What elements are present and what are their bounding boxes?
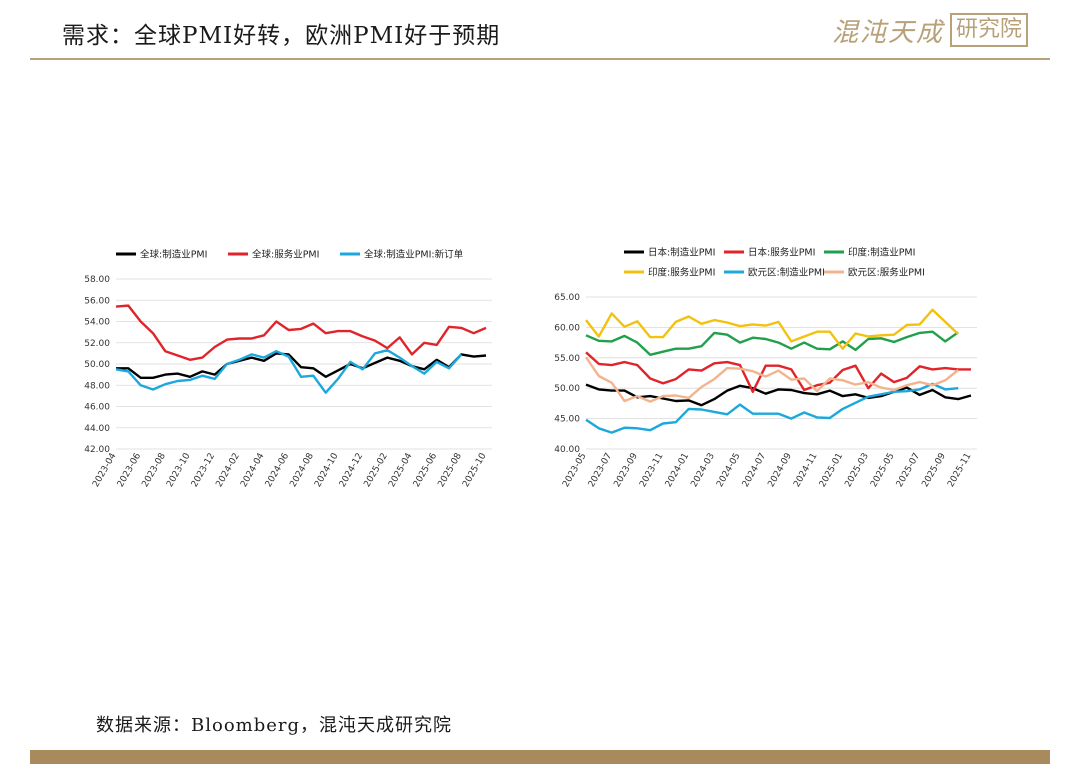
x-tick-label: 2023-09	[612, 451, 640, 489]
x-tick-label: 2025-11	[946, 452, 973, 490]
page-title: 需求：全球PMI好转，欧洲PMI好于预期	[62, 23, 501, 49]
x-tick-label: 2025-05	[869, 452, 896, 490]
y-tick-label: 60.00	[554, 323, 580, 333]
x-tick-label: 2023-05	[561, 452, 588, 490]
x-tick-label: 2025-10	[461, 451, 489, 489]
x-tick-label: 2025-02	[362, 452, 389, 490]
legend-label: 印度:制造业PMI	[848, 247, 915, 259]
legend-label: 欧元区:制造业PMI	[748, 267, 825, 279]
y-tick-label: 50.00	[84, 360, 110, 370]
series-line-5	[585, 356, 959, 403]
y-tick-label: 55.00	[554, 354, 580, 364]
x-tick-label: 2025-03	[843, 452, 870, 490]
company-logo: 混沌天成 研究院	[832, 12, 1029, 48]
series-line-1	[115, 304, 487, 361]
x-tick-label: 2025-08	[436, 451, 464, 489]
logo-text: 混沌天成	[832, 17, 945, 48]
global-pmi-chart: 42.00 44.00 46.00 48.00 50.00 52.00 54.00 56.00…	[84, 249, 492, 490]
x-tick-label: 2025-09	[920, 451, 948, 489]
series-line-3	[585, 308, 960, 350]
y-tick-label: 40.00	[554, 445, 580, 455]
legend-label: 全球:制造业PMI:新订单	[364, 249, 464, 261]
x-tick-label: 2024-07	[741, 452, 768, 490]
x-tick-label: 2025-04	[387, 451, 415, 489]
x-tick-label: 2025-01	[818, 452, 845, 490]
x-tick-label: 2023-12	[190, 452, 217, 490]
x-tick-label: 2024-04	[239, 451, 267, 489]
header-divider	[30, 58, 1050, 60]
legend-label: 全球:服务业PMI	[252, 249, 319, 261]
x-tick-label: 2023-08	[140, 451, 168, 489]
logo-box-text: 研究院	[950, 13, 1029, 47]
x-tick-label: 2024-03	[689, 452, 716, 490]
y-tick-label: 54.00	[84, 318, 110, 328]
x-tick-label: 2024-06	[264, 451, 292, 489]
y-tick-label: 46.00	[84, 403, 110, 413]
x-tick-label: 2023-04	[91, 451, 119, 489]
y-tick-label: 45.00	[554, 415, 580, 425]
x-tick-label: 2023-10	[165, 451, 193, 489]
x-tick-label: 2024-10	[313, 451, 341, 489]
legend-label: 日本:服务业PMI	[748, 247, 815, 259]
x-tick-label: 2024-05	[715, 452, 742, 490]
x-tick-label: 2024-11	[792, 452, 819, 490]
series-line-2	[115, 349, 463, 394]
legend-label: 日本:制造业PMI	[648, 247, 715, 259]
y-tick-label: 50.00	[554, 384, 580, 394]
y-tick-label: 65.00	[554, 293, 580, 303]
x-tick-label: 2024-08	[288, 451, 316, 489]
series-line-0	[585, 383, 972, 407]
x-tick-label: 2024-01	[664, 452, 691, 490]
series-line-2	[585, 330, 959, 356]
series-line-4	[585, 382, 959, 434]
x-tick-label: 2023-11	[638, 452, 665, 490]
y-tick-label: 52.00	[84, 339, 110, 349]
series-line-0	[116, 352, 487, 379]
x-tick-label: 2025-07	[895, 452, 922, 490]
data-source-note: 数据来源：Bloomberg，混沌天成研究院	[96, 715, 453, 736]
y-tick-label: 58.00	[84, 275, 110, 285]
x-tick-label: 2024-02	[214, 452, 241, 490]
x-tick-label: 2023-07	[587, 452, 614, 490]
x-tick-label: 2025-06	[412, 451, 440, 489]
x-tick-label: 2023-06	[116, 451, 144, 489]
y-tick-label: 44.00	[84, 424, 110, 434]
y-tick-label: 42.00	[84, 445, 110, 455]
footer-bar	[30, 750, 1050, 764]
series-line-1	[585, 351, 971, 393]
x-tick-label: 2024-12	[338, 452, 365, 490]
y-tick-label: 56.00	[84, 296, 110, 306]
legend-label: 印度:服务业PMI	[648, 267, 715, 279]
x-tick-label: 2024-09	[766, 451, 794, 489]
legend-label: 欧元区:服务业PMI	[848, 267, 925, 279]
regional-pmi-chart: 40.0045.0050.0055.0060.0065.002023-05202…	[554, 247, 977, 490]
legend-label: 全球:制造业PMI	[140, 249, 207, 261]
y-tick-label: 48.00	[84, 381, 110, 391]
